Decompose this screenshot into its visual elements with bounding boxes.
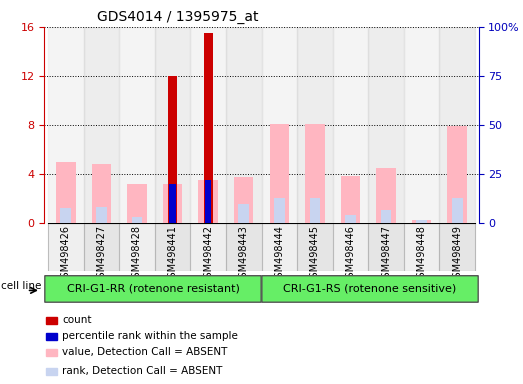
Bar bbox=[61, 208, 71, 223]
Bar bbox=[46, 333, 58, 340]
Bar bbox=[168, 76, 177, 223]
Bar bbox=[155, 27, 190, 223]
Text: CRI-G1-RR (rotenone resistant): CRI-G1-RR (rotenone resistant) bbox=[66, 283, 240, 293]
Bar bbox=[376, 168, 396, 223]
Bar bbox=[48, 27, 84, 223]
Bar bbox=[310, 198, 320, 223]
Text: GSM498426: GSM498426 bbox=[61, 225, 71, 284]
Bar bbox=[169, 184, 176, 223]
Bar bbox=[56, 162, 76, 223]
Bar bbox=[368, 223, 404, 271]
Bar bbox=[447, 126, 467, 223]
Text: GSM498428: GSM498428 bbox=[132, 225, 142, 284]
Bar bbox=[84, 27, 119, 223]
Text: GSM498442: GSM498442 bbox=[203, 225, 213, 284]
Text: GSM498446: GSM498446 bbox=[346, 225, 356, 284]
Text: GSM498448: GSM498448 bbox=[417, 225, 427, 284]
Bar bbox=[190, 223, 226, 271]
Bar bbox=[155, 223, 190, 271]
Text: count: count bbox=[62, 315, 92, 325]
FancyBboxPatch shape bbox=[262, 276, 478, 302]
Bar bbox=[46, 368, 58, 375]
Bar bbox=[262, 27, 297, 223]
Bar bbox=[262, 223, 297, 271]
Bar bbox=[297, 223, 333, 271]
Text: value, Detection Call = ABSENT: value, Detection Call = ABSENT bbox=[62, 348, 228, 358]
Bar bbox=[452, 198, 462, 223]
Bar bbox=[333, 27, 368, 223]
Text: GSM498444: GSM498444 bbox=[274, 225, 285, 284]
Bar bbox=[203, 33, 212, 223]
Bar bbox=[92, 164, 111, 223]
Text: percentile rank within the sample: percentile rank within the sample bbox=[62, 331, 238, 341]
Bar bbox=[404, 223, 439, 271]
Bar bbox=[305, 124, 325, 223]
Bar bbox=[340, 176, 360, 223]
Bar bbox=[226, 27, 262, 223]
Bar bbox=[163, 184, 183, 223]
Bar bbox=[119, 27, 155, 223]
Bar bbox=[48, 223, 84, 271]
Text: GSM498445: GSM498445 bbox=[310, 225, 320, 284]
Text: CRI-G1-RS (rotenone sensitive): CRI-G1-RS (rotenone sensitive) bbox=[283, 283, 457, 293]
Text: GSM498427: GSM498427 bbox=[96, 225, 106, 284]
FancyBboxPatch shape bbox=[45, 276, 261, 302]
Bar bbox=[439, 27, 475, 223]
Bar bbox=[297, 27, 333, 223]
Text: rank, Detection Call = ABSENT: rank, Detection Call = ABSENT bbox=[62, 366, 223, 376]
Bar bbox=[198, 180, 218, 223]
Bar bbox=[274, 198, 285, 223]
Bar bbox=[190, 27, 226, 223]
Bar bbox=[333, 223, 368, 271]
Text: GDS4014 / 1395975_at: GDS4014 / 1395975_at bbox=[97, 10, 258, 25]
Bar bbox=[84, 223, 119, 271]
Bar bbox=[404, 27, 439, 223]
Bar bbox=[368, 27, 404, 223]
Bar bbox=[345, 215, 356, 223]
Bar bbox=[96, 207, 107, 223]
Bar bbox=[238, 204, 249, 223]
Text: GSM498447: GSM498447 bbox=[381, 225, 391, 284]
Bar bbox=[412, 220, 431, 223]
Bar bbox=[416, 220, 427, 223]
Text: GSM498443: GSM498443 bbox=[238, 225, 249, 284]
Bar bbox=[381, 210, 391, 223]
Bar bbox=[132, 217, 142, 223]
Bar bbox=[269, 124, 289, 223]
Bar bbox=[46, 349, 58, 356]
Text: cell line: cell line bbox=[1, 281, 41, 291]
Bar bbox=[226, 223, 262, 271]
Bar bbox=[119, 223, 155, 271]
Bar bbox=[439, 223, 475, 271]
Text: GSM498449: GSM498449 bbox=[452, 225, 462, 284]
Bar bbox=[234, 177, 254, 223]
Bar bbox=[205, 180, 211, 223]
Bar bbox=[127, 184, 147, 223]
Bar bbox=[46, 317, 58, 324]
Text: GSM498441: GSM498441 bbox=[167, 225, 177, 284]
